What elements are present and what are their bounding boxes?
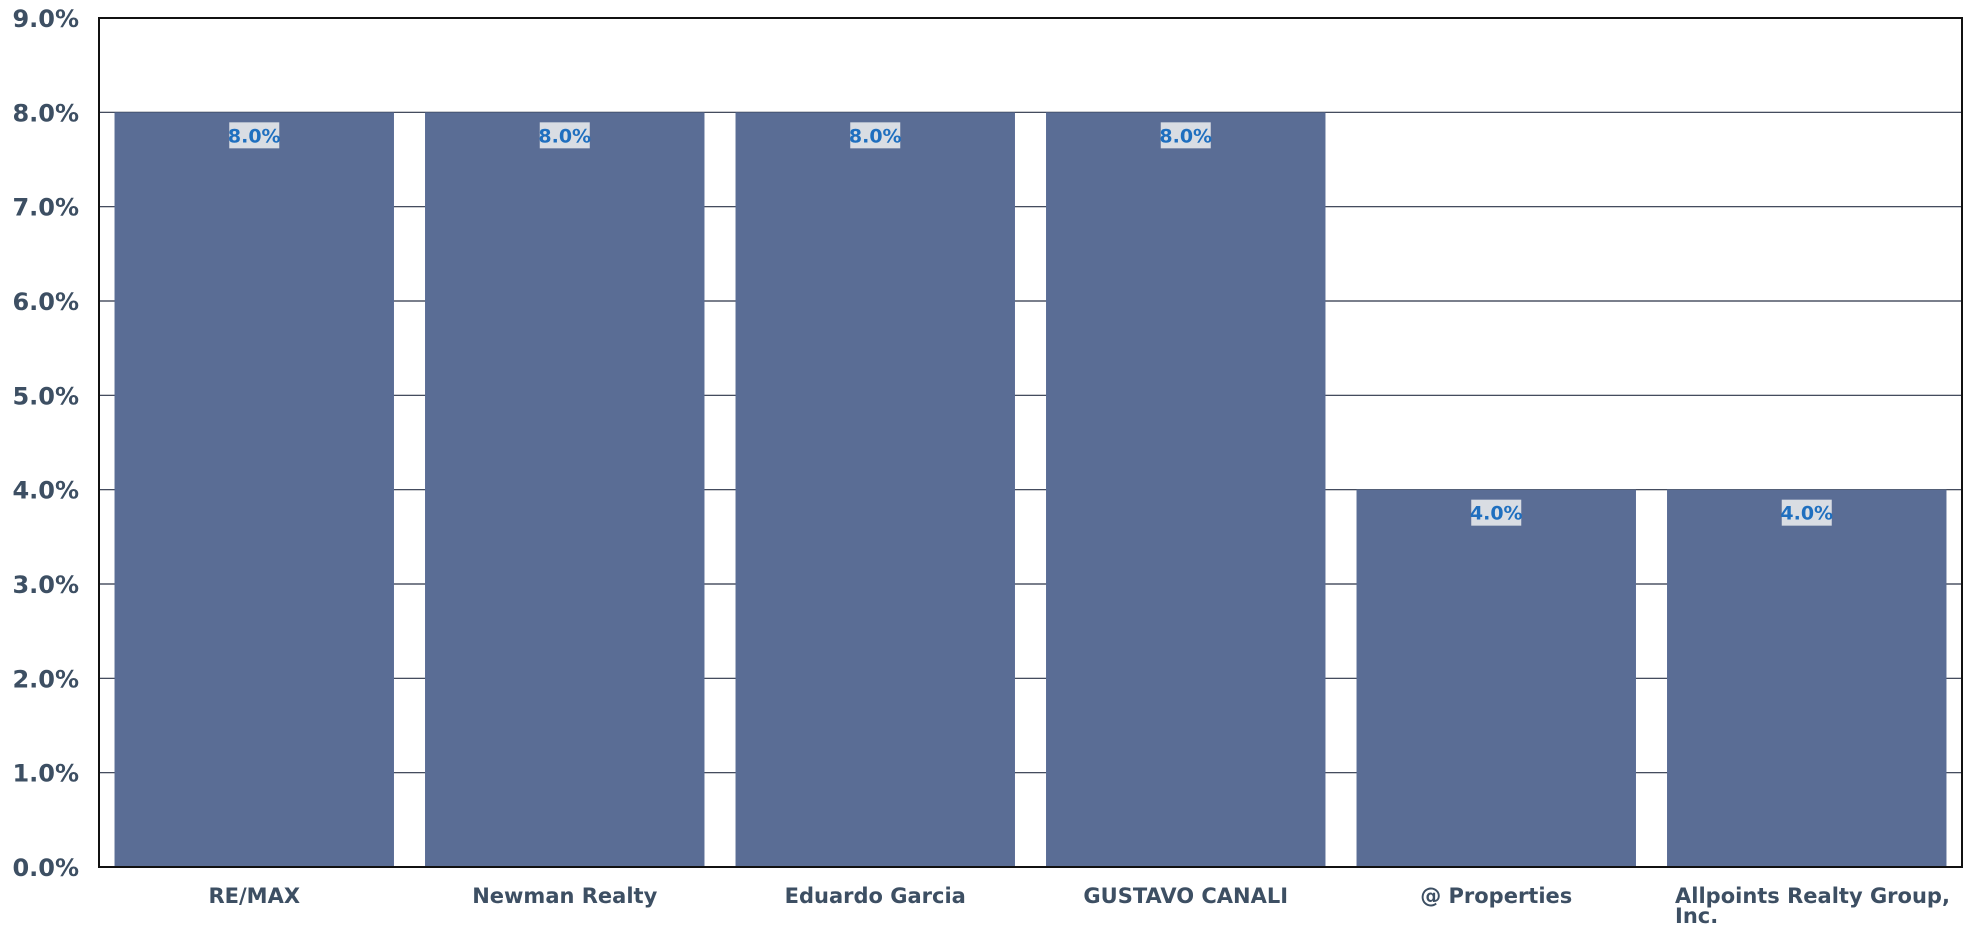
data-label-background	[850, 122, 901, 149]
y-tick-label: 6.0%	[12, 288, 79, 316]
y-tick-label: 5.0%	[12, 382, 79, 410]
data-label-background	[1160, 122, 1211, 149]
bar	[735, 112, 1015, 868]
x-tick-label: RE/MAX	[208, 884, 300, 908]
data-label: 8.0%	[1159, 125, 1212, 147]
x-tick-label: GUSTAVO CANALI	[1083, 884, 1288, 908]
data-label: 8.0%	[538, 125, 591, 147]
bar	[1356, 489, 1636, 867]
data-label: 8.0%	[849, 125, 902, 147]
data-label: 8.0%	[228, 125, 281, 147]
data-label: 4.0%	[1470, 503, 1523, 525]
y-tick-label: 4.0%	[12, 477, 79, 505]
y-tick-label: 3.0%	[12, 571, 79, 599]
y-tick-label: 9.0%	[12, 5, 79, 33]
y-tick-label: 2.0%	[12, 665, 79, 693]
bar	[425, 112, 705, 868]
x-tick-label: Newman Realty	[472, 884, 657, 908]
y-tick-label: 8.0%	[12, 99, 79, 127]
y-tick-label: 0.0%	[12, 854, 79, 882]
data-label-background	[539, 122, 590, 149]
gridlines	[99, 111, 1962, 774]
bars	[114, 112, 1947, 868]
bar	[1667, 489, 1947, 867]
x-axis-ticks: RE/MAX Newman Realty Eduardo Garcia GUSTAVO…	[208, 884, 1949, 927]
bar	[114, 112, 394, 868]
data-labels: 8.0% 8.0% 8.0% 8.0% 4.0% 4.0%	[228, 122, 1833, 526]
y-tick-label: 7.0%	[12, 194, 79, 222]
x-tick-label: Eduardo Garcia	[785, 884, 966, 908]
x-tick-label: Allpoints Realty Group, Inc.	[1675, 884, 1950, 927]
y-tick-label: 1.0%	[12, 760, 79, 788]
data-label-background	[229, 122, 280, 149]
bar	[1046, 112, 1326, 868]
plot-frame	[98, 17, 1963, 868]
x-tick-label: @ Properties	[1420, 884, 1572, 908]
data-label: 4.0%	[1780, 503, 1833, 525]
data-label-background	[1471, 499, 1522, 526]
y-axis-ticks: 0.0% 1.0% 2.0% 3.0% 4.0% 5.0% 6.0% 7.0% 8.0% 9.0%	[12, 5, 79, 882]
data-label-background	[1781, 499, 1832, 526]
